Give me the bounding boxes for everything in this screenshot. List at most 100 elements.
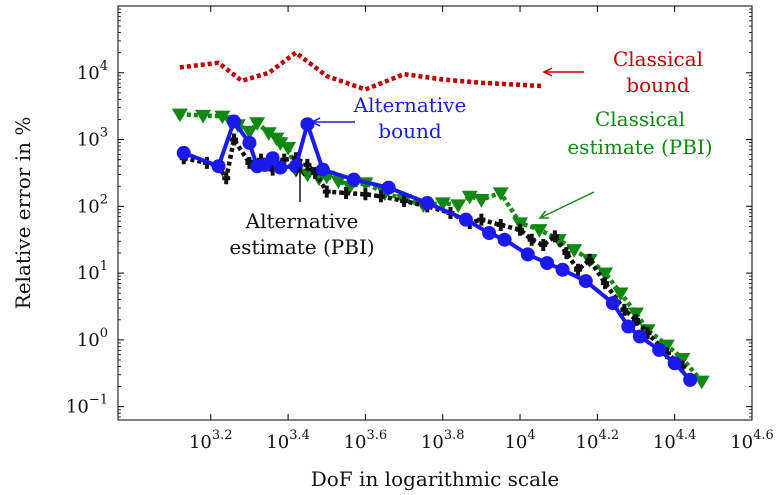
data-point	[322, 185, 331, 198]
series-line	[183, 137, 684, 369]
data-point	[303, 158, 312, 171]
data-point	[420, 195, 435, 210]
x-axis-title: DoF in logarithmic scale	[311, 467, 560, 491]
annotation-label: estimate (PBI)	[229, 235, 374, 259]
y-tick-label: 100	[77, 326, 108, 351]
data-point	[249, 117, 266, 131]
data-point	[176, 145, 191, 160]
data-point	[574, 263, 583, 276]
annotation-label: bound	[626, 73, 690, 97]
data-point	[492, 187, 509, 201]
data-point	[458, 212, 473, 227]
series-layer	[171, 50, 710, 390]
data-point	[562, 247, 571, 260]
series-classical-bound	[179, 50, 544, 92]
data-point	[693, 375, 710, 390]
annotation-arrowhead	[310, 117, 321, 127]
x-tick-label: 103.2	[189, 428, 233, 453]
data-point	[540, 256, 555, 271]
x-tick-label: 104.2	[576, 428, 620, 453]
annotation-label: estimate (PBI)	[567, 135, 712, 159]
data-point	[226, 114, 241, 129]
annotation-arrowhead	[295, 166, 305, 177]
data-point	[171, 108, 188, 123]
axis-layer: 103.2 103.4 103.6 103.8 104 104.2 104.4 104.6 10…	[66, 6, 774, 453]
data-point	[516, 223, 525, 236]
data-point	[241, 125, 258, 140]
data-point	[658, 339, 675, 354]
data-point	[400, 194, 409, 207]
data-point	[342, 186, 351, 199]
data-point	[315, 162, 330, 177]
data-point	[566, 244, 583, 258]
annotation-label: Alternative	[245, 209, 359, 233]
annotation-classical-estimate: Classical estimate (PBI)	[538, 107, 713, 219]
data-point	[550, 230, 559, 243]
y-axis-title: Relative error in %	[11, 117, 35, 310]
x-tick-label: 103.8	[421, 428, 465, 453]
y-tick-label: 10−1	[66, 393, 108, 418]
y-tick-label: 103	[77, 126, 108, 151]
data-point	[621, 319, 636, 334]
x-tick-label: 103.6	[344, 428, 388, 453]
data-point	[620, 303, 629, 316]
data-point	[473, 194, 490, 208]
annotation-label: Classical	[595, 107, 685, 131]
data-point	[376, 190, 385, 203]
annotation-arrowhead	[542, 67, 553, 77]
data-point	[632, 329, 647, 344]
data-point	[652, 342, 667, 357]
annotation-arrow	[539, 191, 595, 219]
data-point	[667, 356, 682, 371]
data-point	[330, 175, 347, 189]
data-point	[450, 199, 467, 213]
data-point	[361, 188, 370, 201]
data-point	[211, 159, 226, 174]
data-point	[597, 267, 614, 282]
data-point	[482, 226, 497, 241]
annotation-label: Classical	[613, 47, 703, 71]
annotation-label: bound	[378, 119, 442, 143]
data-point	[601, 277, 610, 290]
data-point	[585, 253, 594, 266]
x-tick-label: 104.4	[653, 428, 697, 453]
data-point	[260, 127, 277, 141]
data-point	[496, 219, 505, 232]
data-point	[520, 247, 535, 262]
annotation-arrowhead	[538, 210, 549, 219]
series-alternative-bound	[176, 114, 698, 387]
data-point	[555, 262, 570, 277]
data-point	[632, 313, 641, 326]
data-point	[229, 133, 238, 146]
y-tick-label: 104	[77, 59, 108, 84]
data-point	[381, 180, 396, 195]
data-point	[242, 135, 257, 150]
data-point	[222, 172, 231, 185]
data-point	[434, 197, 451, 211]
data-point	[265, 151, 280, 166]
y-tick-label: 102	[77, 192, 108, 217]
x-tick-label: 104	[504, 428, 535, 453]
series-line	[179, 50, 544, 92]
data-point	[300, 117, 315, 132]
data-point	[272, 137, 289, 151]
data-point	[578, 274, 593, 289]
annotation-label: Alternative	[353, 93, 467, 117]
data-point	[531, 224, 548, 238]
data-point	[683, 372, 698, 387]
x-tick-label: 103.4	[266, 428, 310, 453]
data-point	[273, 160, 288, 175]
x-tick-label: 104.6	[730, 428, 774, 453]
data-point	[527, 233, 536, 246]
data-point	[539, 239, 548, 252]
data-point	[674, 352, 691, 367]
data-point	[605, 296, 620, 311]
data-point	[214, 110, 231, 125]
y-tick-label: 101	[77, 259, 108, 284]
data-point	[195, 109, 212, 124]
